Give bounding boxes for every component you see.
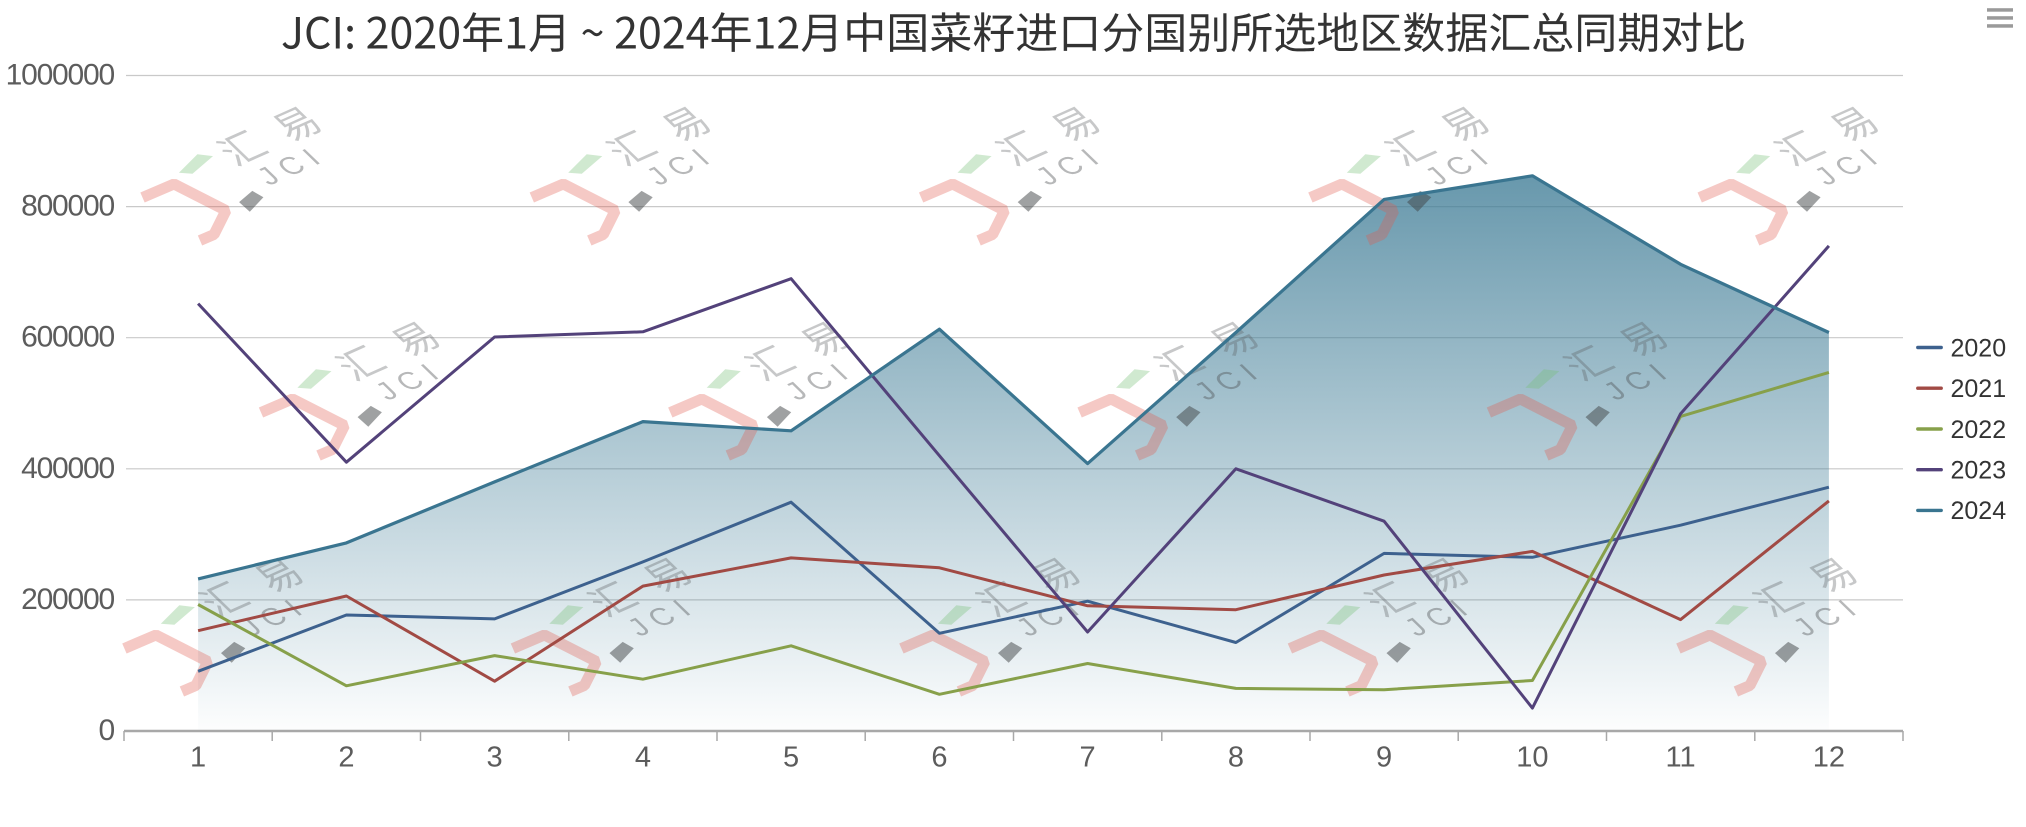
svg-text:11: 11 <box>1666 742 1696 774</box>
svg-text:2021: 2021 <box>1951 375 2007 403</box>
svg-text:2022: 2022 <box>1951 416 2007 444</box>
svg-text:1000000: 1000000 <box>6 59 115 92</box>
svg-text:1: 1 <box>190 742 206 774</box>
svg-text:10: 10 <box>1516 742 1548 774</box>
svg-text:2024: 2024 <box>1951 497 2007 525</box>
svg-text:7: 7 <box>1080 742 1096 774</box>
svg-text:4: 4 <box>635 742 651 774</box>
svg-text:8: 8 <box>1228 742 1244 774</box>
svg-text:2020: 2020 <box>1951 334 2007 362</box>
svg-text:5: 5 <box>783 742 799 774</box>
svg-text:12: 12 <box>1813 742 1845 774</box>
svg-text:0: 0 <box>99 714 115 747</box>
svg-text:800000: 800000 <box>21 190 114 223</box>
svg-text:2023: 2023 <box>1951 457 2007 485</box>
svg-text:9: 9 <box>1376 742 1392 774</box>
svg-text:2: 2 <box>338 742 354 774</box>
svg-text:400000: 400000 <box>21 452 114 485</box>
svg-text:200000: 200000 <box>21 583 114 616</box>
svg-text:600000: 600000 <box>21 321 114 354</box>
svg-text:6: 6 <box>931 742 947 774</box>
svg-text:3: 3 <box>487 742 503 774</box>
